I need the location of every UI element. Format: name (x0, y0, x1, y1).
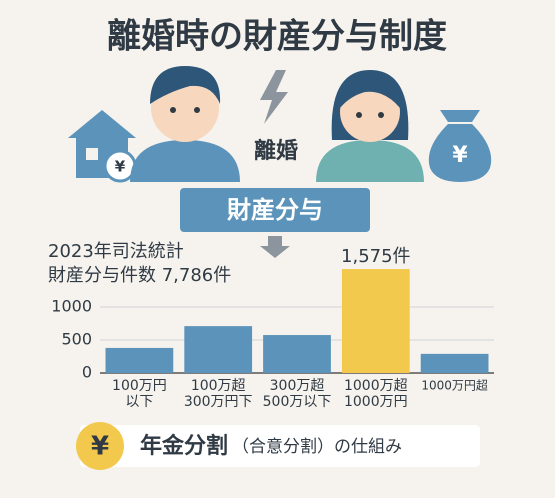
y-tick-label: 500 (61, 330, 92, 349)
money-bag-icon (428, 110, 492, 182)
x-tick-label: 1000万円 (344, 394, 408, 410)
x-tick-label: 300万超 (270, 378, 325, 394)
bar (105, 347, 174, 373)
stats-total: 財産分与件数 7,786件 (48, 265, 231, 286)
lightning-icon (260, 70, 288, 124)
x-tick-label: 以下 (125, 394, 153, 410)
bar (184, 326, 253, 373)
house-icon (68, 110, 137, 183)
x-tick-label: 1000万円超 (421, 378, 488, 393)
bar (420, 353, 489, 373)
footer-main: 年金分割 (140, 433, 228, 459)
y-tick-label: 1000 (51, 297, 92, 316)
house-yen: ¥ (115, 158, 126, 176)
x-tick-label: 500万以下 (263, 394, 332, 410)
footer-yen: ¥ (91, 432, 109, 462)
stats-source: 2023年司法統計 (48, 241, 184, 262)
woman-icon (316, 70, 424, 182)
footer-box (80, 425, 480, 467)
man-icon (130, 66, 240, 182)
title: 離婚時の財産分与制度 (107, 17, 447, 57)
x-tick-label: 100万超 (191, 378, 246, 394)
bag-yen: ¥ (452, 143, 468, 168)
footer-sub: （合意分割）の仕組み (232, 437, 402, 457)
value-label: 1,575件 (341, 246, 411, 267)
x-tick-label: 1000万超 (344, 378, 408, 394)
division-label: 財産分与 (227, 196, 323, 224)
down-arrow (260, 236, 290, 258)
division-box (180, 188, 370, 232)
bar (341, 269, 410, 373)
x-tick-label: 300万円下 (184, 394, 253, 410)
footer-coin (76, 422, 124, 470)
y-tick-label: 0 (82, 363, 92, 382)
bar (263, 335, 331, 373)
x-tick-label: 100万円 (112, 378, 167, 394)
divorce-label: 離婚 (254, 138, 298, 164)
